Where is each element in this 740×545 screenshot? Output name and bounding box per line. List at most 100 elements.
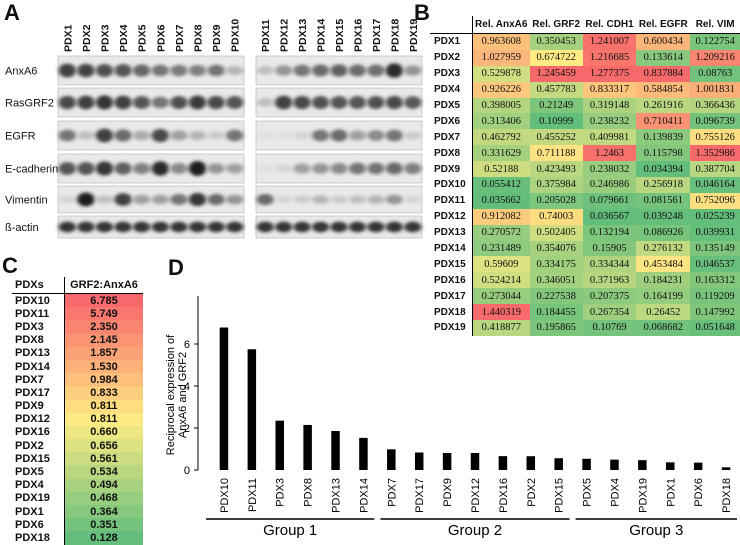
x-tick-label: PDX4 bbox=[609, 478, 621, 507]
blot-band bbox=[58, 221, 77, 233]
table-b-cell: 0.086926 bbox=[636, 224, 691, 241]
table-row: PDX18 1.440319 0.184455 0.267354 0.26452 0.14… bbox=[430, 304, 740, 321]
table-b-cell: 1.440319 bbox=[472, 304, 530, 321]
blot-band bbox=[311, 129, 330, 142]
table-b-cell: 0.524214 bbox=[472, 272, 530, 289]
bar bbox=[219, 327, 229, 470]
blot-protein-label: Vimentin bbox=[5, 195, 48, 207]
bar bbox=[721, 467, 731, 470]
table-b-cell: 0.334344 bbox=[582, 256, 637, 273]
blot-band bbox=[225, 221, 244, 233]
blot-band bbox=[404, 131, 422, 140]
blot-band bbox=[311, 221, 330, 233]
table-b-cell: 0.462792 bbox=[472, 129, 530, 146]
table-b-cell: 0.409981 bbox=[582, 129, 637, 146]
western-blot-panel: PDX1 PDX2 PDX3 PDX4 PDX5 PDX6 PDX7 PDX8 PDX9 PDX1… bbox=[5, 19, 423, 239]
table-b-cell: 0.59609 bbox=[472, 256, 530, 273]
table-b-column-header: Rel. GRF2 bbox=[529, 16, 583, 34]
blot-band bbox=[58, 63, 77, 78]
table-c-row-label: PDX6 bbox=[12, 518, 65, 532]
table-b-cell: 0.068682 bbox=[636, 320, 691, 336]
table-row: PDX16 0.524214 0.346051 0.371963 0.184231 0.1… bbox=[430, 272, 740, 289]
table-row: PDX12 0.811 bbox=[12, 412, 143, 426]
table-row: PDX8 0.331629 0.711188 1.2463 0.115798 1.3529… bbox=[430, 145, 740, 162]
table-row: PDX1 0.364 bbox=[12, 505, 143, 519]
table-b-cell: 0.26452 bbox=[636, 304, 691, 321]
blot-band bbox=[77, 95, 95, 110]
table-row: PDX4 0.494 bbox=[12, 478, 143, 492]
blot-band bbox=[188, 192, 207, 207]
table-b-row-label: PDX16 bbox=[430, 272, 473, 289]
blot-band bbox=[151, 96, 170, 109]
blot-protein-label: EGFR bbox=[5, 131, 36, 143]
blot-band bbox=[151, 221, 170, 233]
blot-band bbox=[348, 130, 367, 141]
blot-band bbox=[114, 162, 132, 175]
table-c-row-label: PDX13 bbox=[12, 346, 65, 360]
table-c-cell: 6.785 bbox=[64, 293, 143, 308]
blot-band bbox=[385, 95, 404, 110]
table-b-cell: 0.046164 bbox=[690, 177, 740, 193]
table-c-cell: 1.530 bbox=[64, 359, 143, 374]
blot-band bbox=[207, 95, 225, 110]
blot-protein-label: AnxA6 bbox=[5, 66, 37, 78]
table-b-row-label: PDX15 bbox=[430, 256, 473, 273]
panel-label-a: A bbox=[4, 0, 20, 25]
blot-band bbox=[151, 64, 170, 77]
table-c-column-header: GRF2:AnxA6 bbox=[64, 277, 143, 294]
table-c-row-label: PDX3 bbox=[12, 320, 65, 334]
blot-band bbox=[330, 163, 348, 174]
blot-lane-label: PDX12 bbox=[279, 19, 291, 52]
table-b-cell: 0.10769 bbox=[582, 320, 637, 336]
blot-band bbox=[188, 221, 207, 233]
table-b-cell: 1.209216 bbox=[690, 49, 740, 66]
table-row: PDX10 6.785 bbox=[12, 293, 143, 308]
table-row: PDX9 0.811 bbox=[12, 399, 143, 413]
table-b-cell: 0.163312 bbox=[690, 272, 740, 289]
blot-lane-label: PDX14 bbox=[316, 19, 328, 52]
bar bbox=[247, 349, 257, 470]
ratio-table: PDXs GRF2:AnxA6 PDX10 6.785 PDX11 5.749 PDX3 2… bbox=[12, 277, 143, 545]
blot-band bbox=[404, 65, 422, 76]
bar bbox=[526, 456, 536, 470]
table-b-cell: 0.711188 bbox=[529, 145, 583, 162]
blot-band bbox=[293, 195, 311, 204]
blot-band bbox=[293, 64, 311, 77]
blot-band bbox=[207, 221, 225, 233]
table-c-row-label: PDX14 bbox=[12, 359, 65, 374]
blot-band bbox=[385, 221, 404, 233]
table-b-row-label: PDX17 bbox=[430, 288, 473, 305]
table-b-row-label: PDX2 bbox=[430, 49, 473, 66]
blot-band bbox=[367, 130, 385, 141]
blot-protein-label: E-cadherin bbox=[5, 164, 58, 176]
bar bbox=[387, 449, 396, 470]
table-row: PDX8 2.145 bbox=[12, 333, 143, 347]
blot-lane-label: PDX11 bbox=[260, 19, 272, 52]
table-b-cell: 1.352986 bbox=[690, 145, 740, 162]
table-b-row-label: PDX19 bbox=[430, 320, 473, 336]
blot-band bbox=[348, 162, 367, 175]
blot-band bbox=[114, 193, 132, 206]
table-c-cell: 0.984 bbox=[64, 373, 143, 387]
table-c-row-label: PDX15 bbox=[12, 452, 65, 466]
table-b-cell: 0.10999 bbox=[529, 113, 583, 130]
table-b-cell: 0.238032 bbox=[582, 161, 637, 178]
table-b-cell: 1.001831 bbox=[690, 81, 740, 98]
table-b-column-header: Rel. EGFR bbox=[636, 16, 691, 34]
table-b-cell: 0.139839 bbox=[636, 129, 691, 146]
blot-band bbox=[274, 65, 293, 76]
blot-band bbox=[404, 162, 422, 175]
blot-band bbox=[274, 131, 293, 140]
blot-band bbox=[225, 129, 244, 142]
blot-band bbox=[293, 131, 311, 140]
blot-band bbox=[225, 96, 244, 109]
bar bbox=[303, 424, 312, 470]
table-b-cell: 0.674722 bbox=[529, 49, 583, 66]
table-b-cell: 0.256918 bbox=[636, 177, 691, 193]
blot-lane-label: PDX2 bbox=[81, 24, 93, 52]
y-axis-label: AnxA6 and GRF2 bbox=[177, 352, 189, 438]
y-tick-label: 2 bbox=[184, 423, 190, 435]
blot-band bbox=[225, 65, 244, 76]
panel-label-d: D bbox=[168, 255, 184, 280]
